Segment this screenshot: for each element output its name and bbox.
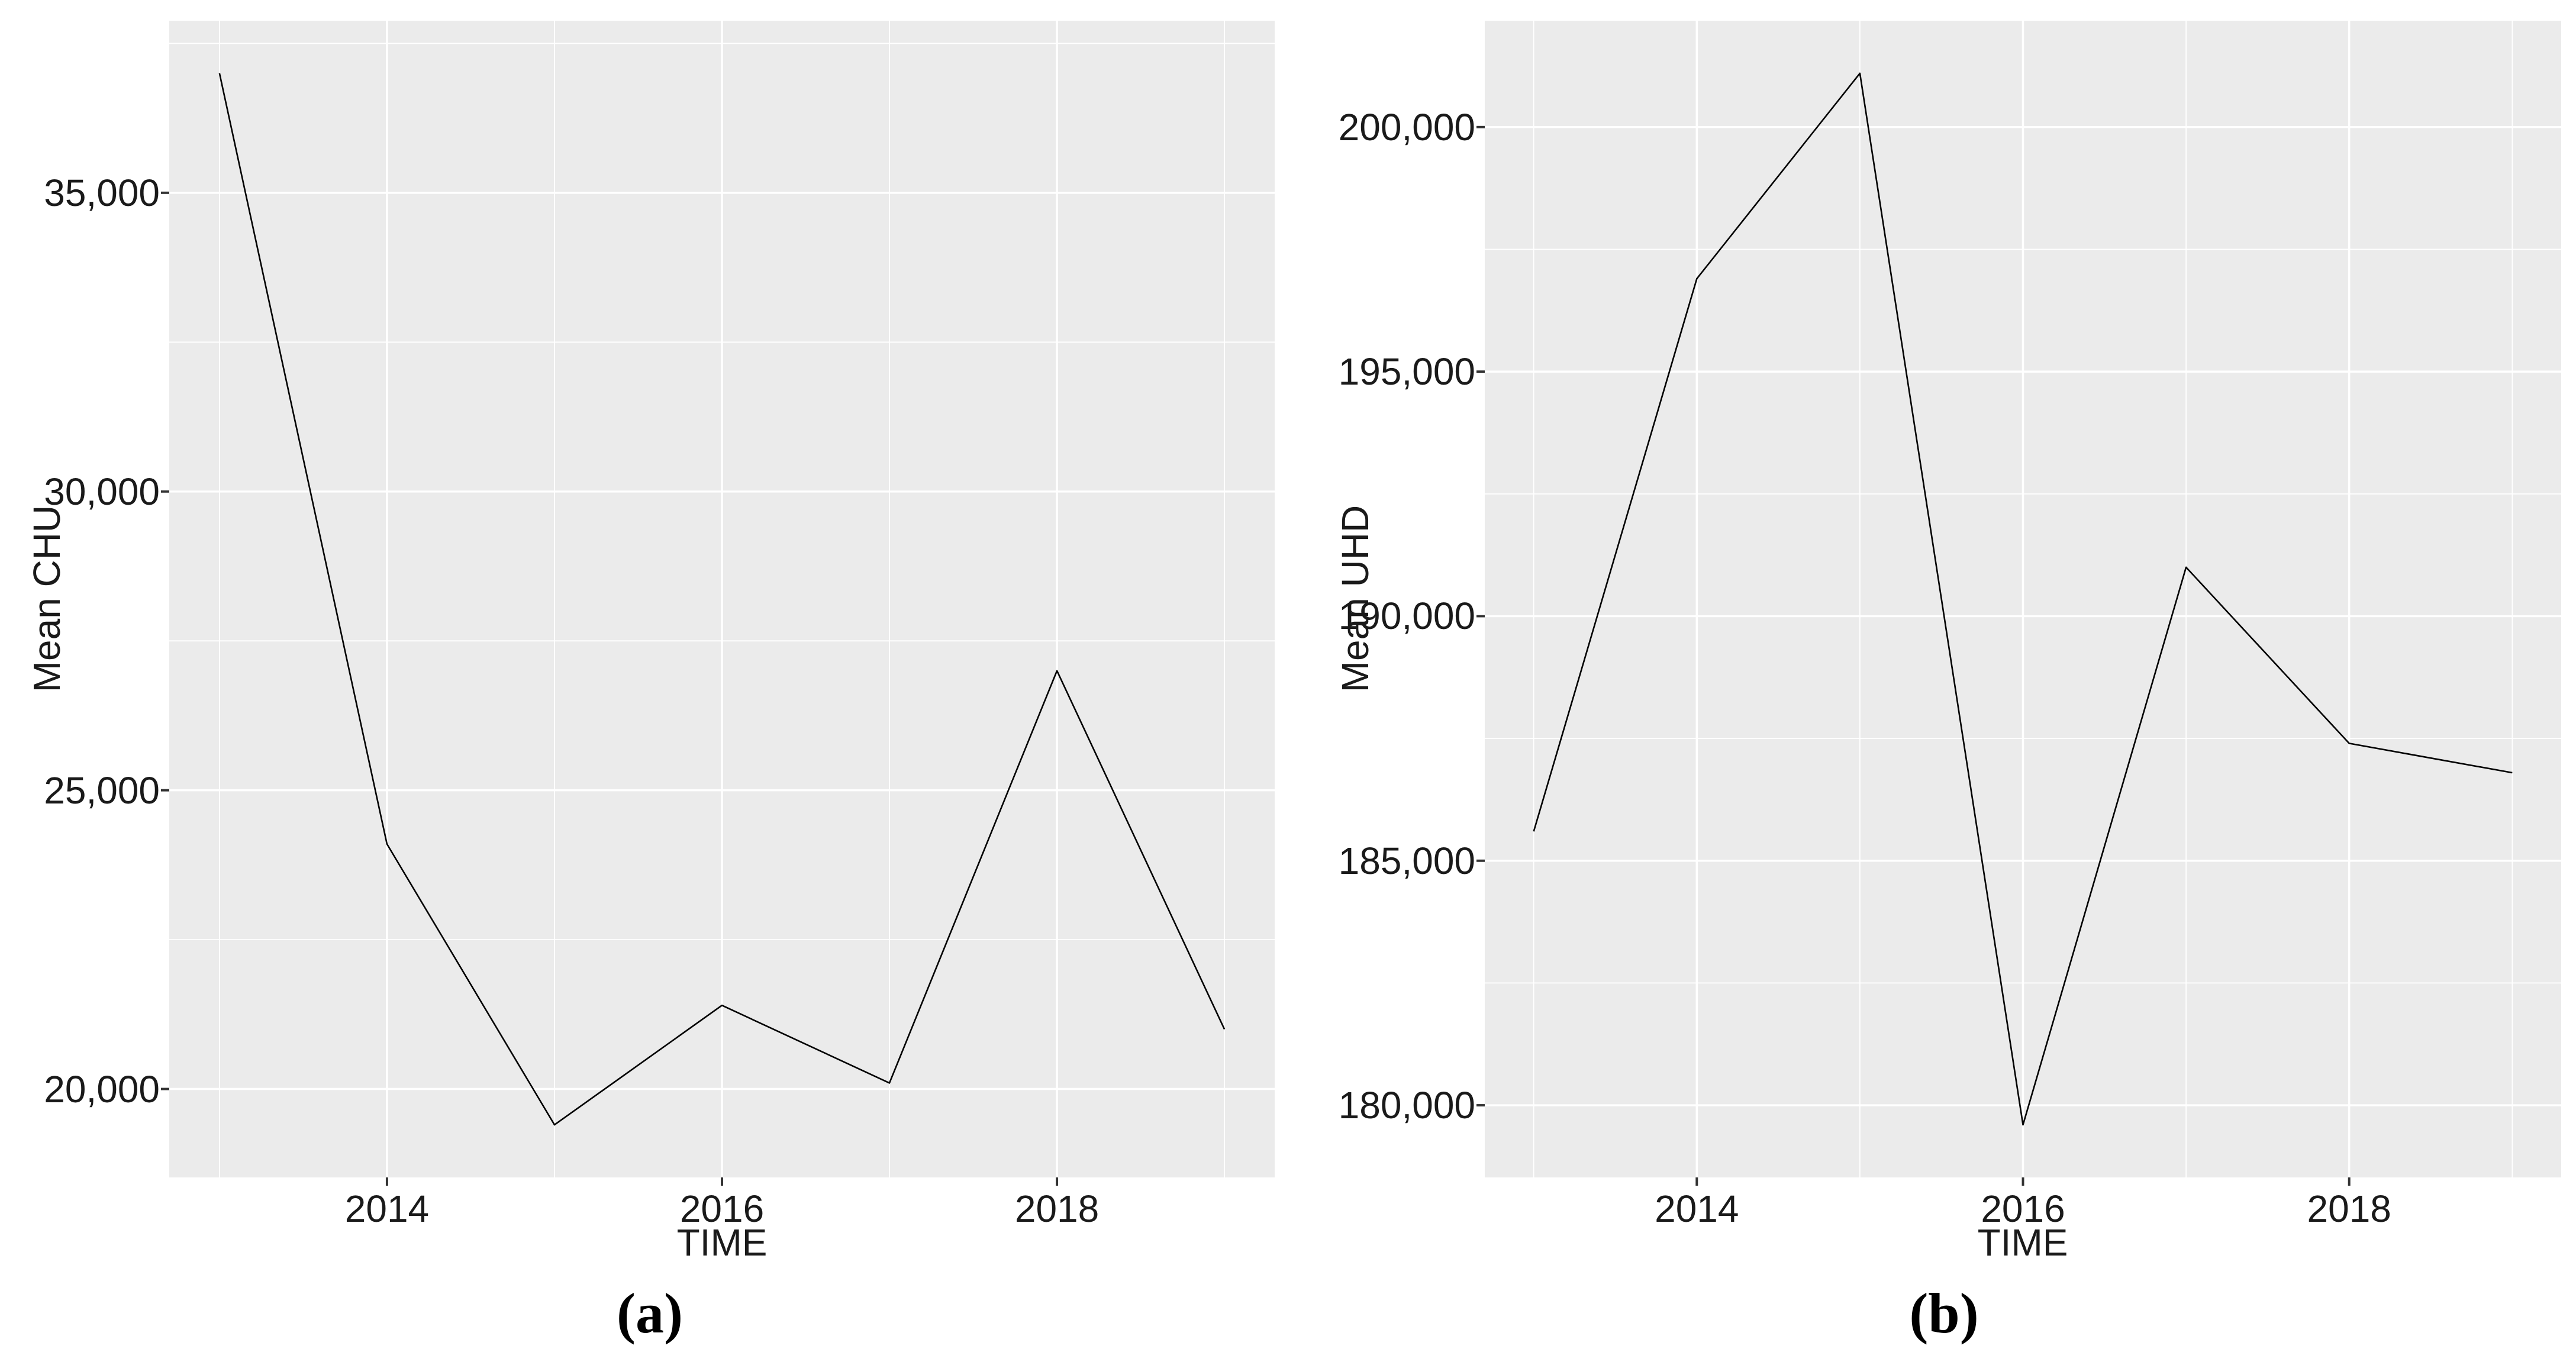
data-line-mean-uhd xyxy=(1533,72,2513,1126)
x-tick-label: 2014 xyxy=(1655,1187,1739,1230)
x-tick-label: 2018 xyxy=(1014,1187,1100,1230)
y-axis-title-mean-chu: Mean CHU xyxy=(25,505,68,693)
x-tick-label: 2016 xyxy=(679,1187,765,1230)
y-tick-label: 195,000 xyxy=(1338,350,1475,393)
panel-background xyxy=(169,21,1275,1177)
y-tick-label: 35,000 xyxy=(44,171,160,214)
y-tick-label: 190,000 xyxy=(1338,595,1475,638)
caption-a: (a) xyxy=(617,1282,683,1345)
y-tick-label: 30,000 xyxy=(44,470,160,513)
x-tick-label: 2018 xyxy=(2307,1187,2391,1230)
data-line-mean-chu xyxy=(218,73,1226,1126)
y-tick-label: 200,000 xyxy=(1338,105,1475,149)
y-tick-label: 20,000 xyxy=(44,1067,160,1111)
y-axis-title-mean-uhd: Mean UHD xyxy=(1334,505,1376,693)
y-tick-label: 185,000 xyxy=(1338,839,1475,882)
y-tick-label: 25,000 xyxy=(44,769,160,812)
x-tick-label: 2016 xyxy=(1981,1187,2065,1230)
x-axis-title-a: TIME xyxy=(676,1221,768,1264)
panel-background xyxy=(1485,21,2561,1177)
x-axis-title-b: TIME xyxy=(1977,1221,2068,1264)
y-tick-label: 180,000 xyxy=(1338,1084,1475,1127)
line-chart-panel-a xyxy=(161,21,1275,1186)
line-chart-panel-b xyxy=(1476,21,2561,1186)
caption-b: (b) xyxy=(1909,1282,1979,1345)
x-tick-label: 2014 xyxy=(344,1187,430,1230)
